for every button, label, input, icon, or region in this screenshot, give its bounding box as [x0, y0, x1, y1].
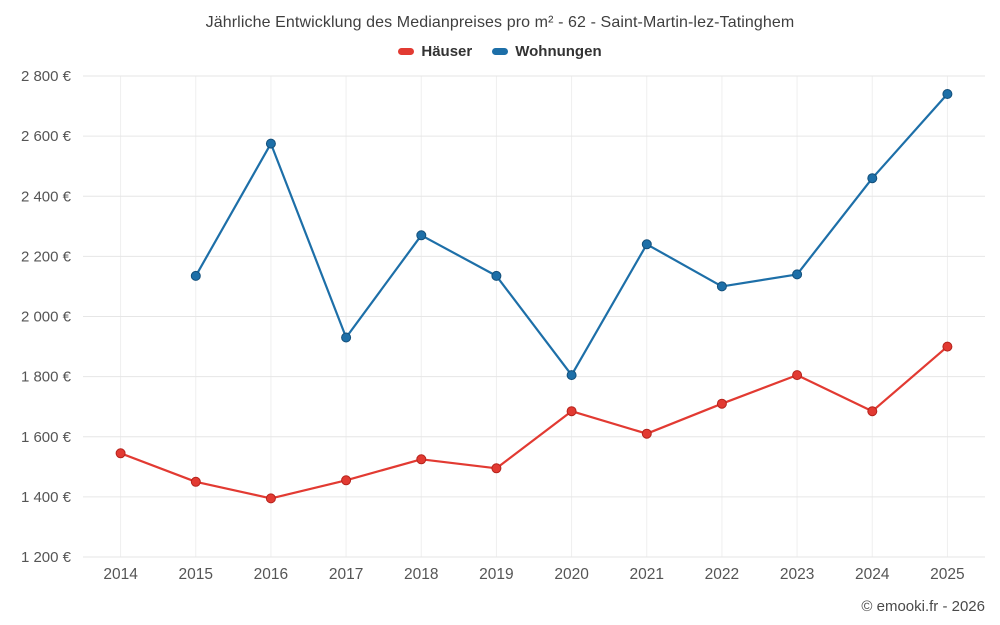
- y-tick-label: 2 000 €: [21, 309, 72, 326]
- legend-label-haeuser: Häuser: [421, 43, 473, 60]
- y-tick-label: 2 400 €: [21, 188, 72, 205]
- legend-label-wohnungen: Wohnungen: [515, 43, 602, 60]
- chart-title: Jährliche Entwicklung des Medianpreises …: [205, 14, 795, 31]
- y-axis-labels: 1 200 € 1 400 € 1 600 € 1 800 € 2 000 € 2 200…: [21, 68, 72, 566]
- x-axis-labels: 2014 2015 2016 2017 2018 2019 2020 2021 2022 2023…: [103, 566, 964, 583]
- x-tick-label: 2021: [630, 566, 664, 583]
- x-tick-label: 2018: [404, 566, 438, 583]
- y-tick-label: 2 800 €: [21, 68, 72, 85]
- data-point[interactable]: [867, 406, 878, 417]
- series-line: [119, 345, 949, 500]
- data-point[interactable]: [416, 454, 427, 465]
- legend-swatch-haeuser: [398, 48, 415, 55]
- data-point[interactable]: [190, 270, 201, 281]
- data-point[interactable]: [190, 476, 201, 487]
- data-point[interactable]: [341, 332, 352, 343]
- x-tick-label: 2020: [554, 566, 589, 583]
- series-häuser: [115, 341, 953, 504]
- data-point[interactable]: [491, 270, 502, 281]
- data-point[interactable]: [491, 463, 502, 474]
- y-tick-label: 2 600 €: [21, 128, 72, 145]
- data-point[interactable]: [942, 89, 953, 99]
- data-point[interactable]: [416, 230, 427, 241]
- x-tick-label: 2022: [705, 566, 739, 583]
- legend-item-haeuser[interactable]: Häuser: [398, 43, 472, 60]
- x-tick-label: 2023: [780, 566, 814, 583]
- data-point[interactable]: [641, 428, 652, 439]
- x-tick-label: 2017: [329, 566, 363, 583]
- legend-swatch-wohnungen: [492, 48, 509, 55]
- data-point[interactable]: [792, 370, 803, 381]
- copyright-credit: © emooki.fr - 2026: [861, 598, 985, 615]
- data-point[interactable]: [341, 475, 352, 486]
- x-tick-label: 2015: [179, 566, 213, 583]
- data-point[interactable]: [792, 269, 803, 280]
- data-point[interactable]: [716, 398, 727, 409]
- horizontal-gridlines: [83, 75, 985, 558]
- data-point[interactable]: [566, 406, 577, 417]
- data-point[interactable]: [265, 493, 276, 504]
- y-tick-label: 1 400 €: [21, 489, 72, 506]
- legend-item-wohnungen[interactable]: Wohnungen: [492, 43, 602, 60]
- series-wohnungen: [190, 89, 953, 381]
- data-point[interactable]: [115, 448, 126, 459]
- data-point[interactable]: [867, 173, 878, 184]
- data-point[interactable]: [566, 370, 577, 381]
- x-tick-label: 2019: [479, 566, 513, 583]
- data-point[interactable]: [265, 138, 276, 149]
- x-tick-label: 2014: [103, 566, 138, 583]
- data-point[interactable]: [942, 341, 953, 352]
- data-point[interactable]: [641, 239, 652, 250]
- x-tick-label: 2016: [254, 566, 288, 583]
- y-tick-label: 1 600 €: [21, 429, 72, 446]
- y-tick-label: 1 200 €: [21, 549, 72, 566]
- legend: Häuser Wohnungen: [0, 43, 1000, 60]
- x-tick-label: 2024: [855, 566, 890, 583]
- data-point[interactable]: [716, 281, 727, 292]
- x-tick-label: 2025: [930, 566, 964, 583]
- y-tick-label: 1 800 €: [21, 369, 72, 386]
- y-tick-label: 2 200 €: [21, 248, 72, 265]
